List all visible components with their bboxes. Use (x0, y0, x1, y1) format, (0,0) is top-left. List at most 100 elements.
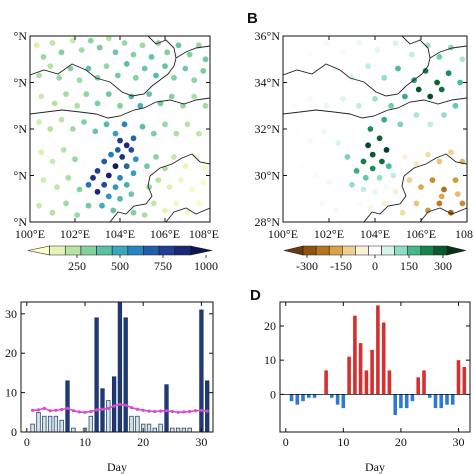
panel-b-station-24 (415, 86, 422, 93)
panel-c-bar-4 (47, 415, 53, 433)
panel-b-station-55 (360, 186, 367, 193)
panel-a-station-92 (128, 191, 135, 198)
panel-c-bar-23 (158, 423, 163, 433)
panel-d-bar-30 (456, 360, 461, 395)
panel-a-station-120 (200, 179, 207, 186)
panel-a-colorbar-segment-3 (80, 245, 97, 256)
panel-b-station-80 (429, 177, 436, 184)
panel-a-x-tick-label-2: 104°E (105, 227, 135, 241)
panel-d-bar-18 (387, 370, 392, 395)
panel-d-bar-8 (330, 394, 334, 398)
panel-c-bar-6 (59, 419, 64, 433)
panel-a-station-44 (105, 91, 112, 97)
panel-a-boundary-south (109, 175, 153, 222)
panel-c-bar-25 (170, 427, 175, 433)
panel-a-station-31 (141, 65, 148, 72)
panel-a-station-29 (123, 61, 130, 67)
panel-b-map-area: 100°E 102°E 104°E 106°E 108 28°N 30°N 32°N 34°N… (255, 29, 473, 241)
panel-c-bar-28 (187, 427, 192, 433)
panel-a-station-0 (33, 42, 40, 49)
panel-b-boundary-north (283, 45, 467, 97)
panel-a-station-4 (69, 37, 76, 44)
panel-c-line-point-7 (65, 406, 70, 410)
panel-a-station-17 (186, 51, 193, 58)
panel-b-station-62 (335, 140, 342, 146)
panel-b-station-87 (459, 200, 466, 207)
panel-b-station-61 (344, 154, 351, 160)
panel-b-station-90 (454, 191, 461, 198)
panel-a-colorbar-segment-8 (158, 245, 176, 256)
panel-d-bar-26 (433, 394, 438, 409)
panel-a-station-24 (76, 77, 83, 84)
panel-b-y-tick-label-1: 30°N (255, 169, 281, 183)
panel-a-station-82 (117, 174, 123, 181)
panel-b-station-66 (298, 163, 305, 170)
panel-b-station-71 (293, 198, 300, 205)
panel-c-line-point-14 (106, 406, 110, 410)
panel-b-station-0 (291, 44, 298, 51)
panel-d-bar-10 (341, 394, 346, 409)
panel-c-line-point-1 (30, 408, 35, 412)
panel-d-bar-5 (312, 394, 317, 398)
panel-a-station-22 (56, 74, 63, 81)
panel-a-station-45 (117, 102, 123, 109)
panel-a-station-5 (78, 47, 85, 53)
panel-b-station-63 (321, 128, 328, 135)
panel-a-station-37 (200, 68, 207, 74)
panel-a-station-62 (121, 121, 128, 128)
panel-b-station-85 (436, 200, 443, 207)
panel-c-y-tick-label-2: 20 (5, 346, 17, 360)
panel-a-map-area: 100°E 102°E 104°E 106°E 108°E °N °N °N °N °N (14, 29, 219, 241)
panel-b-colorbar-segment-10 (420, 245, 435, 256)
panel-a-station-1 (40, 54, 47, 60)
panel-d-bar-13 (358, 343, 363, 395)
panel-c-y-tick-label-0: 0 (11, 425, 17, 439)
panel-a-colorbar-segment-7 (143, 245, 160, 256)
panel-c-y-tick-label-3: 30 (5, 307, 17, 321)
panel-b-colorbar-segment-12 (446, 245, 467, 256)
panel-c-line-point-16 (118, 402, 122, 406)
panel-a-station-70 (117, 137, 123, 144)
panel-b-colorbar-segment-9 (407, 245, 422, 256)
panel-d-bar-12 (353, 315, 357, 395)
panel-d-y-tick-label-1: 10 (264, 353, 276, 367)
panel-c-line-point-12 (95, 408, 99, 412)
panel-b-station-89 (438, 193, 445, 200)
panel-a-colorbar-tick-label-1: 500 (111, 259, 129, 273)
panel-a-station-38 (38, 93, 45, 100)
panel-a-station-69 (195, 130, 202, 137)
panel-a-station-111 (171, 154, 177, 160)
panel-a-station-97 (60, 147, 67, 153)
panel-a-station-118 (177, 177, 184, 184)
panel-a-station-88 (85, 181, 92, 188)
panel-a-station-36 (191, 77, 198, 84)
panel-c-line-point-19 (135, 407, 139, 411)
panel-d-bar-25 (427, 394, 432, 398)
panel-a-station-94 (110, 207, 117, 214)
panel-b-station-57 (383, 184, 390, 191)
panel-a-station-74 (108, 151, 114, 158)
panel-a-boundary-shaanxi (147, 36, 177, 59)
panel-b-station-27 (402, 93, 408, 100)
panel-a-station-20 (36, 72, 42, 79)
panel-b-y-ticks: 28°N 30°N 32°N 34°N 36°N (255, 29, 467, 229)
panel-d-bar-1 (289, 394, 294, 402)
panel-a-station-54 (36, 119, 42, 125)
panel-a-station-63 (130, 135, 137, 142)
panel-a-colorbar-tick-label-0: 250 (68, 259, 86, 273)
panel-a-station-23 (67, 65, 74, 72)
panel-a-boundary-southeast (165, 207, 210, 222)
panel-a-station-85 (101, 181, 108, 188)
panel-a-station-104 (49, 209, 56, 216)
panel-b-boundary-south (363, 175, 407, 222)
panel-c-bar-27 (181, 427, 187, 433)
panel-c-line-point-5 (54, 408, 58, 412)
panel-d-y-tick-label-2: 20 (264, 319, 276, 333)
panel-a-station-68 (184, 121, 191, 128)
panel-d-bar-9 (335, 394, 340, 405)
panel-a-station-91 (117, 195, 123, 202)
panel-b-station-11 (459, 56, 466, 63)
panel-d-bar-14 (364, 370, 369, 395)
panel-b-station-12 (298, 65, 305, 72)
